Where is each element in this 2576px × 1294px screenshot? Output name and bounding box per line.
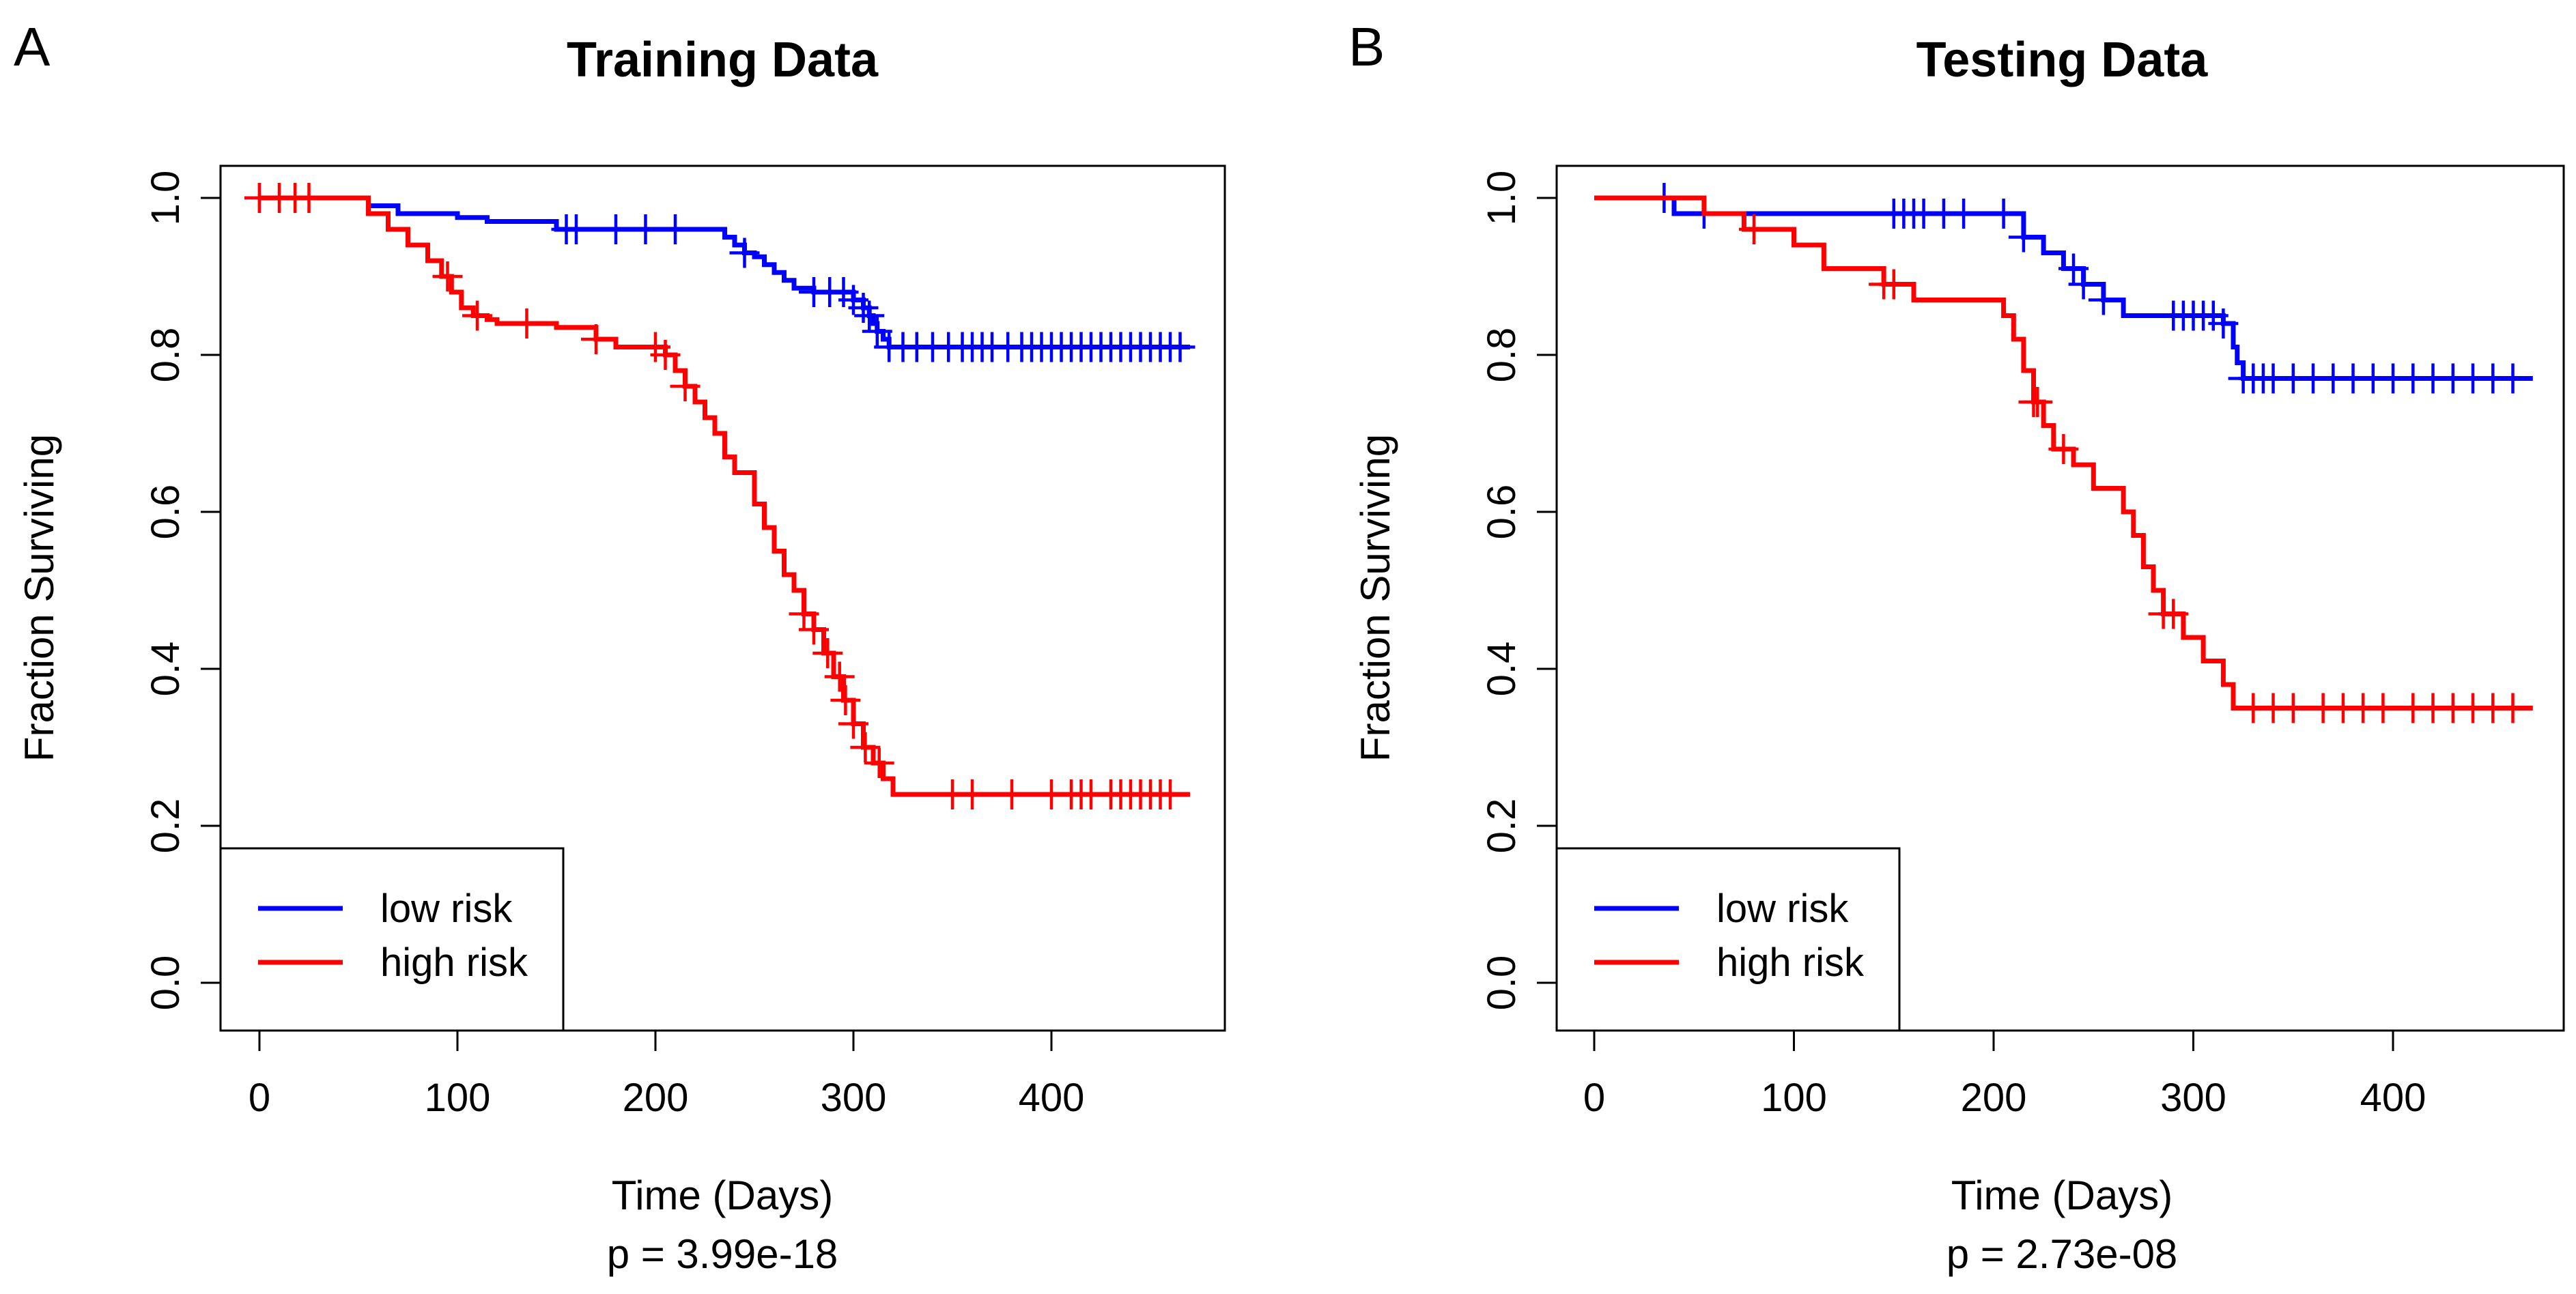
censor-mark-high-risk [2497,693,2528,723]
y-axis-label: Fraction Surviving [1353,434,1398,762]
x-tick-label-0: 0 [1583,1076,1605,1120]
x-axis-label: Time (Days) [612,1173,833,1218]
p-value-label: p = 3.99e-18 [607,1231,838,1277]
y-axis-testing: 0.0 0.2 0.4 0.6 0.8 1.0 Fraction Survivi… [1353,171,1558,1011]
censor-mark-low-risk [862,316,892,347]
x-tick-label-4: 400 [1019,1076,1085,1120]
y-tick-label-5: 1.0 [1480,171,1524,226]
x-tick-label-3: 300 [2160,1076,2226,1120]
censor-mark-low-risk [2088,285,2119,315]
x-axis-testing: 0 100 200 300 400 Time (Days) p = 2.73e-… [1583,1029,2426,1277]
censor-mark-low-risk [854,300,885,331]
y-tick-label-3: 0.6 [143,485,188,540]
legend-box [219,847,565,1032]
panel-letter-b: B [1348,16,1385,77]
censor-mark-high-risk [2368,693,2398,723]
legend-box [1555,847,1901,1032]
legend-label-low-risk: low risk [1716,887,1849,931]
series-low-risk [244,183,1195,362]
censor-mark-low-risk [2208,308,2239,339]
censor-mark-high-risk [789,599,819,629]
y-tick-label-4: 0.8 [1480,328,1524,383]
y-tick-label-2: 0.4 [1480,642,1524,697]
censor-mark-high-risk [650,340,681,370]
censor-mark-high-risk [830,685,861,715]
censor-mark-low-risk [1165,332,1195,362]
censor-mark-high-risk [997,779,1027,809]
panel-testing: B Testing Data 0.0 0.2 0.4 0.6 0.8 1.0 F… [1348,16,2565,1277]
y-tick-label-0: 0.0 [1480,955,1524,1011]
chart-title-training: Training Data [567,33,879,87]
censor-mark-low-risk [1988,199,2019,229]
censor-mark-high-risk [957,779,987,809]
censor-mark-high-risk [1155,779,1185,809]
y-tick-label-0: 0.0 [143,955,188,1011]
censor-mark-high-risk [2158,599,2189,629]
censor-mark-high-risk [294,183,324,213]
x-tick-label-2: 200 [623,1076,689,1120]
legend-label-high-risk: high risk [1716,940,1865,985]
y-tick-label-3: 0.6 [1480,485,1524,540]
censor-mark-low-risk [601,214,631,244]
censor-mark-low-risk [2008,222,2039,253]
censor-mark-high-risk [2048,434,2079,464]
censor-mark-low-risk [2497,363,2528,394]
legend-label-high-risk: high risk [380,940,528,985]
chart-title-testing: Testing Data [1916,33,2209,87]
censor-mark-low-risk [2068,269,2099,300]
censor-mark-high-risk [2022,387,2053,417]
y-tick-label-1: 0.2 [143,799,188,854]
censor-mark-high-risk [1878,269,1909,300]
censor-mark-low-risk [1949,199,1979,229]
y-tick-label-5: 1.0 [143,171,188,226]
censor-mark-low-risk [729,238,760,268]
x-tick-label-1: 100 [1761,1076,1827,1120]
series-low-risk [1594,183,2533,394]
y-tick-label-4: 0.8 [143,328,188,383]
censor-mark-low-risk [660,214,690,244]
censor-mark-high-risk [581,324,611,354]
censor-mark-high-risk [824,661,855,692]
censor-mark-high-risk [2278,693,2308,723]
panel-training: A Training Data 0.0 0.2 0.4 0.6 0.8 1.0 … [14,16,1226,1277]
x-tick-label-1: 100 [425,1076,491,1120]
legend-training: low risk high risk [219,847,565,1032]
x-tick-label-2: 200 [1961,1076,2027,1120]
series-high-risk [1594,195,2533,723]
y-tick-label-2: 0.4 [143,642,188,697]
x-axis-training: 0 100 200 300 400 Time (Days) p = 3.99e-… [249,1029,1085,1277]
censor-mark-low-risk [2058,253,2089,284]
curves-testing [1594,183,2533,723]
censor-mark-high-risk [850,732,881,762]
x-axis-label: Time (Days) [1951,1173,2172,1218]
curves-training [244,183,1195,809]
censor-mark-high-risk [511,308,542,339]
x-tick-label-0: 0 [249,1076,270,1120]
censor-mark-low-risk [561,214,591,244]
censor-mark-high-risk [812,638,843,668]
legend-testing: low risk high risk [1555,847,1901,1032]
x-tick-label-4: 400 [2360,1076,2426,1120]
censor-mark-high-risk [1739,214,1769,244]
panel-letter-a: A [14,16,51,77]
y-tick-label-1: 0.2 [1480,799,1524,854]
y-axis-label: Fraction Surviving [16,434,62,762]
censor-mark-high-risk [864,748,894,778]
censor-mark-high-risk [432,261,463,291]
censor-mark-high-risk [462,300,492,331]
censor-mark-high-risk [670,371,700,401]
censor-mark-high-risk [838,708,868,739]
series-high-risk [244,183,1190,809]
survival-curve-low-risk [259,195,1190,349]
censor-mark-low-risk [848,293,879,323]
p-value-label: p = 2.73e-08 [1947,1231,2178,1277]
x-tick-label-3: 300 [821,1076,887,1120]
legend-label-low-risk: low risk [380,887,513,931]
censor-mark-high-risk [799,614,829,645]
censor-mark-low-risk [630,214,661,244]
